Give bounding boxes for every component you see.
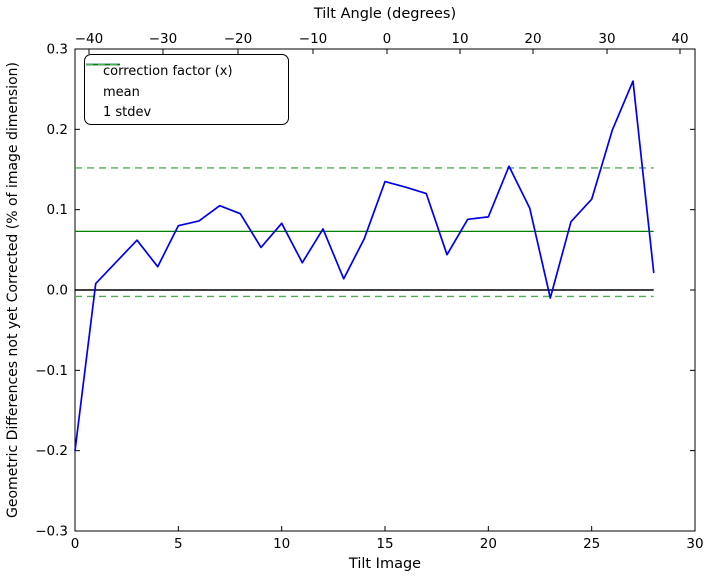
top-axis-tick-label: 40 xyxy=(671,31,688,47)
legend-label-mean: mean xyxy=(103,84,140,100)
y-tick-label: −0.1 xyxy=(35,363,68,379)
legend-label-correction-factor: correction factor (x) xyxy=(103,64,233,79)
legend-line-stdev xyxy=(86,63,120,66)
top-axis-tick-label: 10 xyxy=(451,31,468,47)
x-tick-label: 10 xyxy=(273,536,290,552)
x-tick-label: 5 xyxy=(174,536,183,552)
y-tick-label: −0.2 xyxy=(35,443,68,459)
series-layer xyxy=(74,80,655,452)
y-tick-label: 0.1 xyxy=(47,202,68,218)
legend: correction factor (x) mean 1 stdev xyxy=(84,54,289,125)
legend-label-stdev: 1 stdev xyxy=(103,105,152,120)
top-axis-title: Tilt Angle (degrees) xyxy=(313,6,456,22)
x-tick-label: 30 xyxy=(686,536,703,552)
y-axis-label: Geometric Differences not yet Corrected … xyxy=(5,62,21,518)
correction-factor-line xyxy=(74,80,655,452)
top-axis-tick-label: −30 xyxy=(149,31,178,47)
legend-entry-mean: mean xyxy=(86,63,288,102)
top-axis-tick-label: −40 xyxy=(75,31,104,47)
top-axis-tick-label: −20 xyxy=(224,31,253,47)
x-tick-label: 20 xyxy=(480,536,497,552)
legend-entry-correction-factor: correction factor (x) xyxy=(86,62,288,81)
ticks-layer: 0 5 10 15 20 25 30 −40 −30 −20 −10 0 10 20 30 40 0.3 0.2 0… xyxy=(35,31,703,552)
top-axis-tick-label: −10 xyxy=(299,31,328,47)
x-axis-label: Tilt Image xyxy=(348,556,421,572)
x-tick-label: 25 xyxy=(583,536,600,552)
y-tick-label: 0.3 xyxy=(47,42,68,58)
y-tick-label: 0.2 xyxy=(47,122,68,138)
top-axis-tick-label: 30 xyxy=(598,31,615,47)
top-axis-tick-label: 20 xyxy=(524,31,541,47)
y-tick-label: 0.0 xyxy=(47,283,68,299)
x-tick-label: 15 xyxy=(376,536,393,552)
legend-entry-stdev: 1 stdev xyxy=(86,63,288,122)
top-axis-tick-label: 0 xyxy=(383,31,392,47)
y-tick-label: −0.3 xyxy=(35,524,68,540)
x-tick-label: 0 xyxy=(71,536,80,552)
